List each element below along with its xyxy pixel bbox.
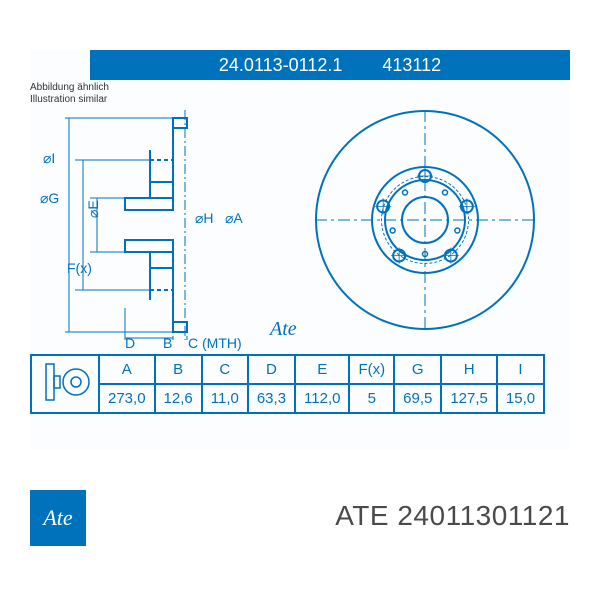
val-E: 112,0 bbox=[295, 384, 349, 413]
col-E: E bbox=[295, 355, 349, 384]
dim-Fx: F(x) bbox=[67, 260, 92, 276]
dim-I: ⌀I bbox=[43, 150, 55, 167]
val-G: 69,5 bbox=[394, 384, 441, 413]
ate-script-logo: Ate bbox=[270, 318, 297, 341]
brand-logo-text: Ate bbox=[43, 505, 72, 531]
similarity-caption: Abbildung ähnlich Illustration similar bbox=[30, 82, 109, 106]
footer-part-number: 24011301121 bbox=[397, 500, 570, 531]
table-value-row: 273,0 12,6 11,0 63,3 112,0 5 69,5 127,5 … bbox=[31, 384, 544, 413]
table-icon-cell bbox=[31, 355, 99, 413]
footer-brand: ATE bbox=[335, 500, 389, 531]
part-number-formatted: 24.0113-0112.1 bbox=[219, 55, 342, 76]
dim-C: C (MTH) bbox=[188, 335, 242, 351]
col-B: B bbox=[155, 355, 202, 384]
col-D: D bbox=[248, 355, 295, 384]
dim-A: ⌀A bbox=[225, 210, 243, 227]
footer-text: ATE 24011301121 bbox=[335, 500, 570, 532]
caption-de: Abbildung ähnlich bbox=[30, 82, 109, 94]
dimensions-table: A B C D E F(x) G H I 273,0 12,6 11,0 63,… bbox=[30, 354, 545, 414]
table-header-row: A B C D E F(x) G H I bbox=[31, 355, 544, 384]
col-A: A bbox=[99, 355, 155, 384]
section-view: ⌀I ⌀G ⌀E F(x) D B C (MTH) ⌀H ⌀A bbox=[55, 110, 285, 340]
face-view bbox=[310, 105, 540, 335]
disc-icon bbox=[40, 360, 90, 404]
col-I: I bbox=[497, 355, 544, 384]
header-bar: 24.0113-0112.1 413112 bbox=[90, 50, 570, 80]
col-Fx: F(x) bbox=[349, 355, 394, 384]
dim-D: D bbox=[125, 335, 135, 351]
dim-E: ⌀E bbox=[85, 200, 102, 218]
dim-H: ⌀H bbox=[195, 210, 214, 227]
val-I: 15,0 bbox=[497, 384, 544, 413]
col-G: G bbox=[394, 355, 441, 384]
short-code: 413112 bbox=[382, 55, 441, 76]
val-C: 11,0 bbox=[202, 384, 248, 413]
brand-logo-square: Ate bbox=[30, 490, 86, 546]
diagram-frame: 24.0113-0112.1 413112 Abbildung ähnlich … bbox=[30, 50, 570, 450]
val-D: 63,3 bbox=[248, 384, 295, 413]
col-C: C bbox=[202, 355, 248, 384]
holes-svg bbox=[315, 110, 535, 330]
section-svg bbox=[55, 110, 285, 340]
dim-B: B bbox=[163, 335, 172, 351]
disc-face bbox=[315, 110, 535, 330]
caption-en: Illustration similar bbox=[30, 94, 109, 106]
val-Fx: 5 bbox=[349, 384, 394, 413]
dim-G: ⌀G bbox=[40, 190, 59, 207]
val-H: 127,5 bbox=[441, 384, 497, 413]
val-B: 12,6 bbox=[155, 384, 202, 413]
col-H: H bbox=[441, 355, 497, 384]
val-A: 273,0 bbox=[99, 384, 155, 413]
